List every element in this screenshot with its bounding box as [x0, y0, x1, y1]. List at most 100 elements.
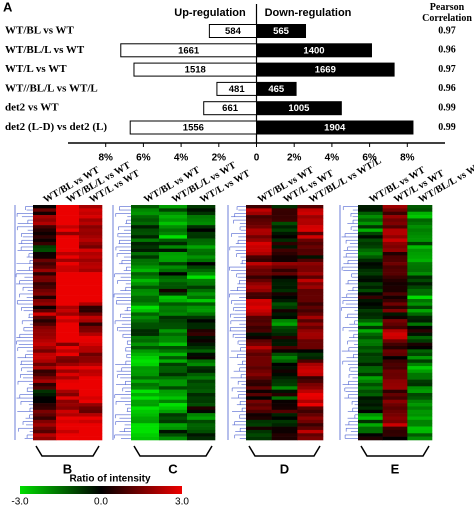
bar-count: 1005	[288, 103, 310, 114]
heatmap-cell	[131, 352, 160, 357]
heatmap-cell	[407, 393, 433, 397]
heatmap-cell	[297, 356, 324, 360]
colorbar-title: Ratio of intensity	[69, 474, 151, 485]
heatmap-cell	[187, 218, 216, 223]
heatmap-cell	[56, 255, 80, 260]
heatmap-cell	[382, 332, 408, 337]
heatmap-cell	[358, 359, 383, 364]
bar	[256, 81, 297, 96]
heatmap-cell	[33, 346, 57, 350]
heatmap-cell	[79, 268, 103, 273]
heatmap-cell	[246, 433, 272, 437]
heatmap-cell	[187, 426, 216, 431]
x-tick-label: 8%	[400, 153, 415, 164]
heatmap-cell	[159, 329, 188, 333]
heatmap-cell	[131, 228, 160, 233]
heatmap-cell	[271, 339, 298, 343]
heatmap-cell	[358, 335, 383, 340]
heatmap-cell	[271, 416, 298, 421]
heatmap-cell	[56, 372, 80, 377]
heatmap-cell	[271, 285, 298, 290]
heatmap-cell	[56, 366, 80, 370]
heatmap-cell	[407, 218, 433, 223]
heatmap-cell	[407, 252, 433, 256]
correlation: 0.96	[438, 45, 456, 56]
heatmap-cell	[382, 228, 408, 233]
panel-label: E	[391, 461, 400, 476]
heatmap-cell	[131, 403, 160, 407]
heatmap-cell	[131, 335, 160, 340]
heatmap-cell	[187, 339, 216, 343]
heatmap-cell	[407, 245, 433, 249]
heatmap-cell	[358, 329, 383, 333]
heatmap-cell	[271, 272, 298, 276]
heatmap-cell	[407, 265, 433, 270]
heatmap-cell	[159, 423, 188, 427]
heatmap-cell	[131, 386, 160, 390]
heatmap-cell	[271, 419, 298, 424]
heatmap-cell	[382, 235, 408, 239]
x-tick-label: 6%	[362, 153, 377, 164]
heatmap-cell	[297, 423, 324, 427]
heatmap-cell	[187, 403, 216, 407]
heatmap-cell	[358, 255, 383, 260]
heatmap-cell	[358, 252, 383, 256]
heatmap-cell	[159, 429, 188, 434]
heatmap-cell	[297, 245, 324, 249]
heatmap-cell	[187, 393, 216, 397]
heatmap-cell	[358, 268, 383, 273]
heatmap-cell	[56, 319, 80, 323]
heatmap-cell	[297, 376, 324, 380]
heatmap-cell	[131, 406, 160, 411]
heatmap-cell	[407, 312, 433, 317]
heatmap-cell	[407, 399, 433, 404]
heatmap-cell	[271, 258, 298, 263]
heatmap-cell	[297, 349, 324, 354]
heatmap-cell	[187, 285, 216, 290]
heatmap-cell	[159, 312, 188, 317]
heatmap-cell	[131, 282, 160, 286]
heatmap-cell	[358, 393, 383, 397]
heatmap-cell	[131, 349, 160, 354]
heatmap-cell	[131, 396, 160, 401]
heatmap-cell	[79, 386, 103, 390]
heatmap-cell	[79, 235, 103, 239]
heatmap-cell	[297, 282, 324, 286]
heatmap-cell	[56, 312, 80, 317]
heatmap-cell	[407, 356, 433, 360]
heatmap-cell	[131, 339, 160, 343]
heatmap-cell	[131, 305, 160, 310]
heatmap-cell	[33, 382, 57, 387]
heatmap-cell	[246, 228, 272, 233]
heatmap-cell	[407, 372, 433, 377]
heatmap-cell	[187, 262, 216, 266]
heatmap-cell	[382, 419, 408, 424]
heatmap-cell	[246, 245, 272, 249]
heatmap-cell	[407, 231, 433, 236]
heatmap-cell	[358, 309, 383, 313]
heatmap-cell	[187, 221, 216, 226]
heatmap-cell	[56, 248, 80, 253]
heatmap-cell	[131, 231, 160, 236]
heatmap-cell	[246, 372, 272, 377]
heatmap-cell	[79, 366, 103, 370]
heatmap-cell	[159, 362, 188, 367]
heatmap-cell	[382, 215, 408, 219]
heatmap-cell	[246, 285, 272, 290]
heatmap-cell	[159, 241, 188, 246]
heatmap-cell	[79, 302, 103, 307]
heatmap-cell	[297, 312, 324, 317]
heatmap-cell	[271, 215, 298, 219]
heatmap-cell	[56, 205, 80, 209]
heatmap-cell	[79, 275, 103, 280]
heatmap-cell	[382, 282, 408, 286]
heatmap-cell	[159, 205, 188, 209]
heatmap-cell	[79, 426, 103, 431]
heatmap-cell	[56, 225, 80, 229]
bar-count: 1904	[324, 123, 346, 134]
heatmap-cell	[33, 433, 57, 437]
heatmap-cell	[271, 359, 298, 364]
heatmap-cell	[382, 349, 408, 354]
heatmap-cell	[187, 208, 216, 213]
